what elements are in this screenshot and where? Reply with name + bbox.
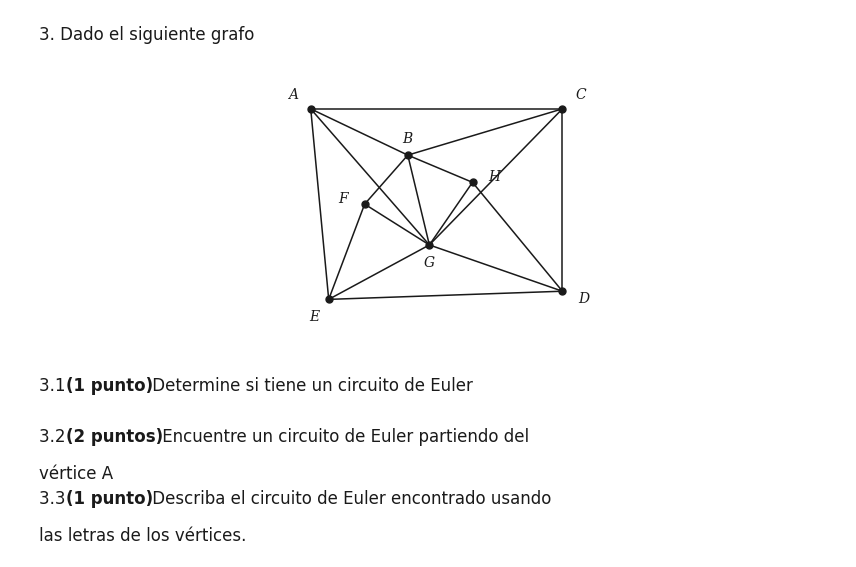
Text: F: F [338,192,348,206]
Text: C: C [575,88,586,102]
Text: 3.2: 3.2 [39,428,70,446]
Text: (1 punto): (1 punto) [66,490,153,509]
Text: vértice A: vértice A [39,465,113,483]
Text: Encuentre un circuito de Euler partiendo del: Encuentre un circuito de Euler partiendo… [157,428,529,446]
Text: (2 puntos): (2 puntos) [66,428,163,446]
Text: Determine si tiene un circuito de Euler: Determine si tiene un circuito de Euler [147,377,473,395]
Text: 3.1: 3.1 [39,377,70,395]
Text: G: G [424,256,435,270]
Text: 3.3: 3.3 [39,490,70,509]
Text: Describa el circuito de Euler encontrado usando: Describa el circuito de Euler encontrado… [147,490,551,509]
Text: B: B [402,132,413,146]
Text: 3. Dado el siguiente grafo: 3. Dado el siguiente grafo [39,26,254,44]
Text: (1 punto): (1 punto) [66,377,153,395]
Text: D: D [579,293,590,306]
Text: las letras de los vértices.: las letras de los vértices. [39,527,246,545]
Text: E: E [309,310,319,324]
Text: A: A [288,88,298,102]
Text: H: H [488,170,500,184]
